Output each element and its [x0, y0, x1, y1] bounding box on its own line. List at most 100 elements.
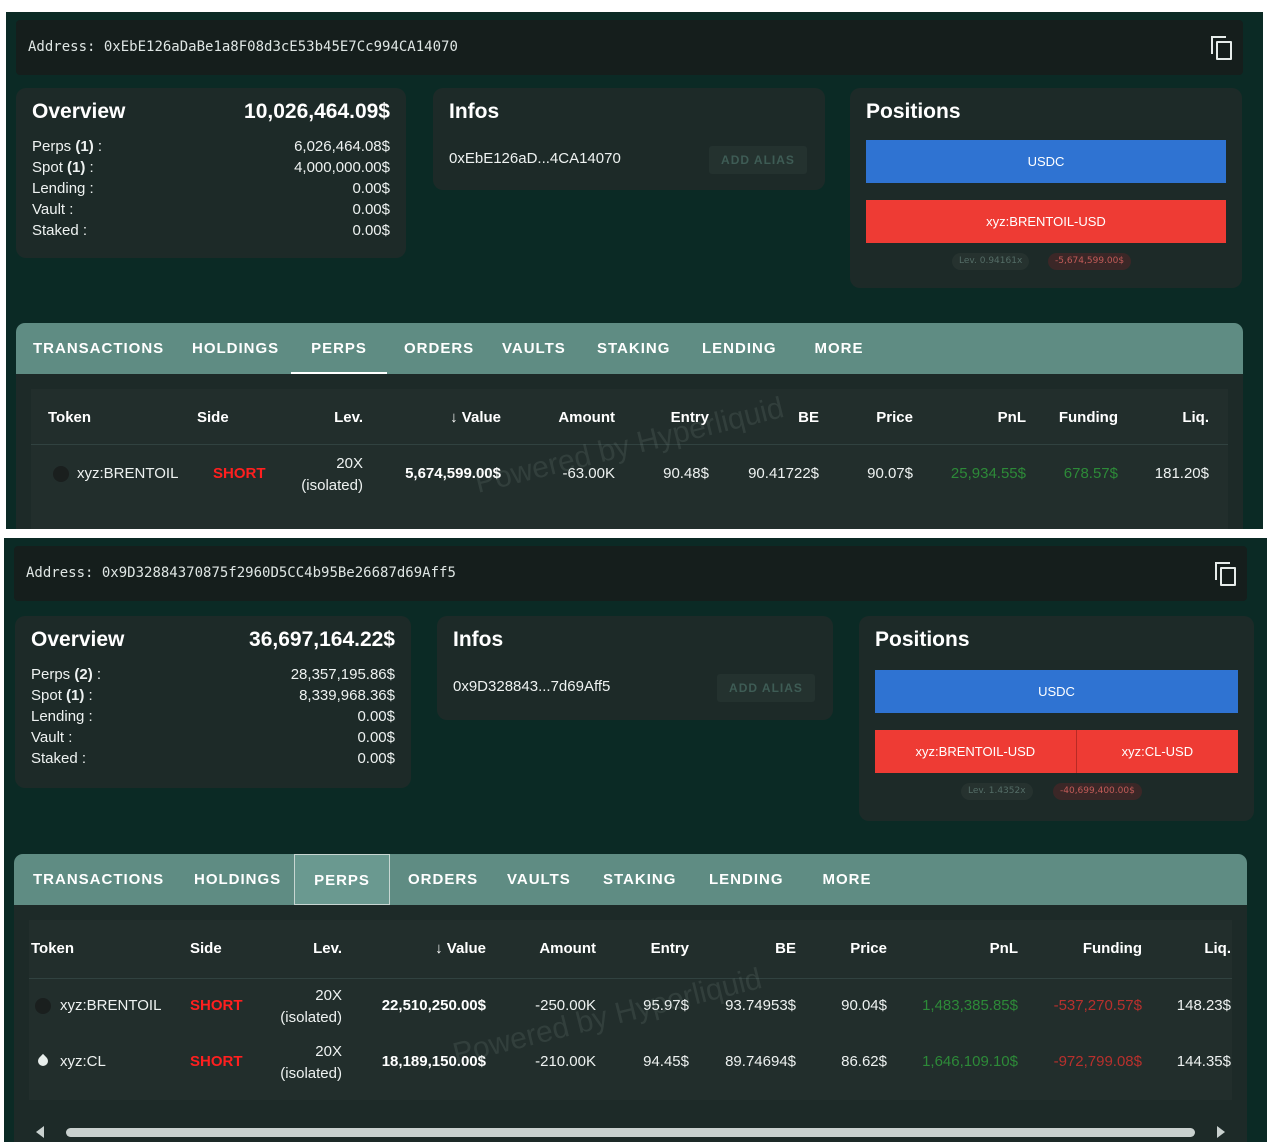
- header-pnl[interactable]: PnL: [989, 940, 1018, 957]
- tab-vaults[interactable]: VAULTS: [502, 340, 566, 357]
- exposure-pill: -40,699,400.00$: [1053, 783, 1142, 800]
- tab-transactions[interactable]: TRANSACTIONS: [33, 340, 165, 357]
- header-side[interactable]: Side: [190, 940, 222, 957]
- add-alias-button[interactable]: ADD ALIAS: [709, 146, 807, 174]
- overview-row-staked: Staked : 0.00$: [32, 222, 390, 239]
- short-positions-bar: xyz:BRENTOIL-USD: [866, 200, 1226, 243]
- header-lev[interactable]: Lev.: [334, 409, 363, 426]
- cell-liq: 181.20$: [1154, 465, 1209, 482]
- tab-orders[interactable]: ORDERS: [404, 340, 475, 357]
- token-icon: [35, 998, 51, 1014]
- usdc-bar[interactable]: USDC: [866, 140, 1226, 183]
- header-lev[interactable]: Lev.: [313, 940, 342, 957]
- cell-pnl: 1,483,385.85$: [922, 997, 1018, 1014]
- overview-row-spot: Spot (1) : 8,339,968.36$: [31, 687, 395, 704]
- scroll-thumb[interactable]: [66, 1128, 1195, 1137]
- horizontal-scrollbar[interactable]: [36, 1125, 1225, 1139]
- address-bar: Address: 0x9D32884370875f2960D5CC4b95Be2…: [14, 546, 1247, 601]
- cell-pnl: 1,646,109.10$: [922, 1053, 1018, 1070]
- oil-drop-icon: [35, 1053, 51, 1069]
- header-token[interactable]: Token: [31, 940, 75, 957]
- tab-lending[interactable]: LENDING: [709, 871, 784, 888]
- cell-liq: 148.23$: [1176, 997, 1231, 1014]
- header-liq[interactable]: Liq.: [1204, 940, 1231, 957]
- header-pnl[interactable]: PnL: [997, 409, 1026, 426]
- tab-staking[interactable]: STAKING: [597, 340, 671, 357]
- position-segment-cl[interactable]: xyz:CL-USD: [1075, 730, 1238, 773]
- infos-card: Infos 0x9D328843...7d69Aff5 ADD ALIAS: [437, 616, 833, 720]
- infos-title: Infos: [453, 628, 504, 651]
- positions-title: Positions: [866, 100, 961, 123]
- cell-amount: -250.00K: [535, 997, 596, 1014]
- header-entry[interactable]: Entry: [650, 940, 689, 957]
- tab-perps[interactable]: PERPS: [294, 854, 390, 905]
- row-divider: [29, 978, 1232, 979]
- position-segment-brentoil[interactable]: xyz:BRENTOIL-USD: [875, 730, 1076, 773]
- cell-funding: 678.57$: [1063, 465, 1118, 482]
- cell-entry: 95.97$: [643, 997, 689, 1014]
- address-text: Address: 0x9D32884370875f2960D5CC4b95Be2…: [26, 546, 456, 601]
- header-funding[interactable]: Funding: [1082, 940, 1142, 957]
- header-liq[interactable]: Liq.: [1182, 409, 1209, 426]
- header-side[interactable]: Side: [197, 409, 229, 426]
- tab-vaults[interactable]: VAULTS: [507, 871, 571, 888]
- header-funding[interactable]: Funding: [1058, 409, 1118, 426]
- header-be[interactable]: BE: [775, 940, 796, 957]
- cell-amount: -210.00K: [535, 1053, 596, 1070]
- cell-lev-mode: (isolated): [280, 1065, 342, 1082]
- header-amount[interactable]: Amount: [558, 409, 615, 426]
- header-token[interactable]: Token: [48, 409, 92, 426]
- header-entry[interactable]: Entry: [670, 409, 709, 426]
- copy-icon[interactable]: [1211, 36, 1233, 60]
- cell-be: 93.74953$: [725, 997, 796, 1014]
- header-value[interactable]: ↓ Value: [435, 940, 486, 957]
- cell-token: xyz:CL: [60, 1053, 106, 1070]
- header-amount[interactable]: Amount: [539, 940, 596, 957]
- header-value[interactable]: ↓ Value: [450, 409, 501, 426]
- exposure-pill: -5,674,599.00$: [1048, 253, 1132, 270]
- position-segment-brentoil[interactable]: xyz:BRENTOIL-USD: [866, 200, 1226, 243]
- tab-orders[interactable]: ORDERS: [408, 871, 479, 888]
- tab-staking[interactable]: STAKING: [603, 871, 677, 888]
- perps-table-area: Token Side Lev. ↓ Value Amount Entry BE …: [16, 374, 1243, 529]
- watermark: Powered by Hyperliquid: [471, 391, 788, 500]
- tab-transactions[interactable]: TRANSACTIONS: [33, 871, 165, 888]
- leverage-pill: Lev. 0.94161x: [952, 253, 1030, 270]
- short-positions-bar: xyz:BRENTOIL-USD xyz:CL-USD: [875, 730, 1238, 773]
- cell-liq: 144.35$: [1176, 1053, 1231, 1070]
- tab-more[interactable]: MORE: [822, 871, 872, 888]
- cell-price: 90.07$: [867, 465, 913, 482]
- arrow-down-icon: ↓: [435, 940, 447, 957]
- overview-total: 36,697,164.22$: [249, 628, 395, 651]
- triangle-right-icon[interactable]: [1217, 1126, 1225, 1138]
- tab-lending[interactable]: LENDING: [702, 340, 777, 357]
- header-be[interactable]: BE: [798, 409, 819, 426]
- cell-entry: 94.45$: [643, 1053, 689, 1070]
- arrow-down-icon: ↓: [450, 409, 462, 426]
- positions-card: Positions USDC xyz:BRENTOIL-USD xyz:CL-U…: [859, 616, 1254, 821]
- cell-value: 22,510,250.00$: [381, 997, 486, 1014]
- add-alias-button[interactable]: ADD ALIAS: [717, 674, 815, 702]
- header-price[interactable]: Price: [876, 409, 913, 426]
- tab-bar: TRANSACTIONS HOLDINGS PERPS ORDERS VAULT…: [16, 323, 1243, 374]
- tab-more[interactable]: MORE: [814, 340, 864, 357]
- cell-entry: 90.48$: [663, 465, 709, 482]
- address-value: 0x9D32884370875f2960D5CC4b95Be26687d69Af…: [101, 565, 456, 581]
- header-price[interactable]: Price: [850, 940, 887, 957]
- tab-holdings[interactable]: HOLDINGS: [192, 340, 280, 357]
- copy-icon[interactable]: [1215, 562, 1237, 586]
- wallet-panel-2: Address: 0x9D32884370875f2960D5CC4b95Be2…: [4, 538, 1267, 1142]
- overview-row-lending: Lending : 0.00$: [32, 180, 390, 197]
- cell-lev: 20X: [336, 455, 363, 472]
- tab-holdings[interactable]: HOLDINGS: [194, 871, 282, 888]
- cell-price: 90.04$: [841, 997, 887, 1014]
- usdc-bar[interactable]: USDC: [875, 670, 1238, 713]
- overview-row-vault: Vault : 0.00$: [31, 729, 395, 746]
- cell-price: 86.62$: [841, 1053, 887, 1070]
- address-label: Address:: [26, 565, 94, 581]
- overview-card: Overview 36,697,164.22$ Perps (2) : 28,3…: [15, 616, 411, 788]
- perps-table-area: Token Side Lev. ↓ Value Amount Entry BE …: [14, 905, 1247, 1142]
- triangle-left-icon[interactable]: [36, 1126, 44, 1138]
- overview-title: Overview: [31, 628, 125, 651]
- tab-perps[interactable]: PERPS: [291, 323, 387, 374]
